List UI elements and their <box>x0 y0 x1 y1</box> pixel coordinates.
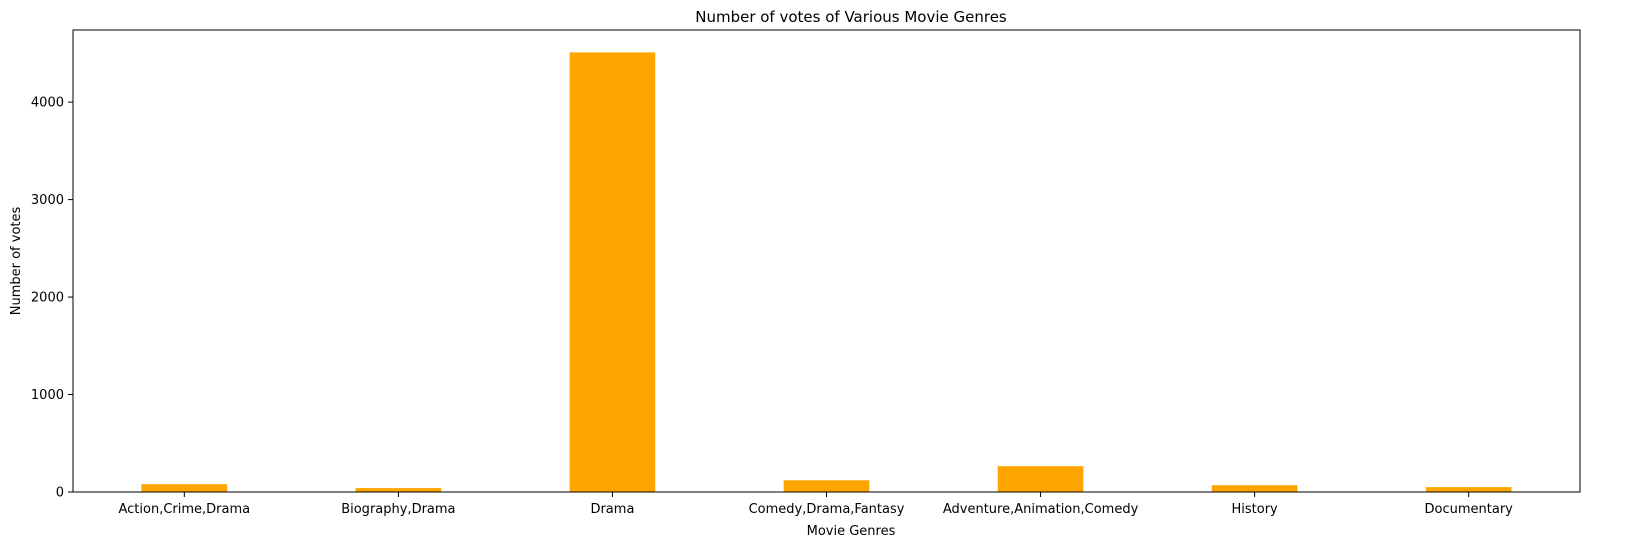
bar-0 <box>141 484 228 492</box>
bar-3 <box>783 480 870 492</box>
y-tick-label: 2000 <box>31 291 64 306</box>
x-tick-label: Action,Crime,Drama <box>119 502 251 517</box>
x-tick-label: Drama <box>590 502 634 517</box>
x-axis-label: Movie Genres <box>807 524 896 539</box>
x-tick-label: History <box>1232 502 1279 517</box>
x-axis-ticks: Action,Crime,Drama Biography,Drama Drama Co… <box>119 492 1514 517</box>
y-tick-label: 0 <box>56 486 64 501</box>
y-axis-label: Number of votes <box>9 207 24 316</box>
x-tick-label: Comedy,Drama,Fantasy <box>749 502 905 517</box>
bar-4 <box>997 466 1084 492</box>
x-tick-label: Adventure,Animation,Comedy <box>943 502 1139 517</box>
bars-group <box>141 52 1512 492</box>
y-tick-label: 1000 <box>31 388 64 403</box>
bar-5 <box>1211 485 1298 492</box>
y-tick-label: 3000 <box>31 193 64 208</box>
y-tick-label: 4000 <box>31 96 64 111</box>
bar-2 <box>569 52 656 492</box>
chart-title: Number of votes of Various Movie Genres <box>695 8 1007 26</box>
x-tick-label: Documentary <box>1425 502 1514 517</box>
x-tick-label: Biography,Drama <box>341 502 455 517</box>
plot-frame <box>72 29 1581 493</box>
bar-6 <box>1425 487 1512 492</box>
bar-1 <box>355 488 442 492</box>
y-axis-ticks: 0 1000 2000 3000 4000 <box>31 96 73 501</box>
